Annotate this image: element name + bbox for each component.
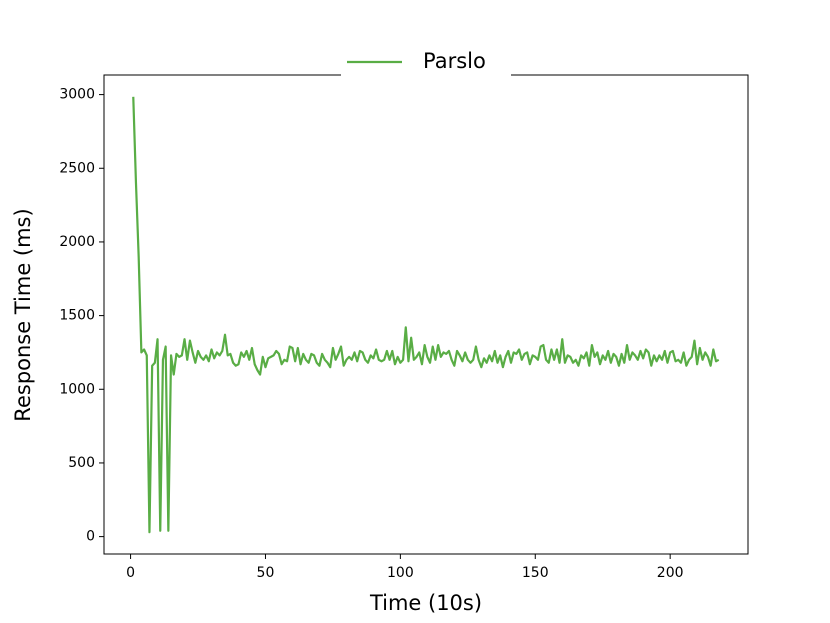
y-tick-label: 1500	[59, 308, 95, 324]
x-tick-label: 0	[126, 565, 135, 581]
y-tick-label: 0	[86, 529, 95, 545]
x-tick-label: 100	[387, 565, 414, 581]
y-tick-label: 2000	[59, 234, 95, 250]
x-tick-label: 200	[657, 565, 684, 581]
x-tick-label: 150	[522, 565, 549, 581]
line	[132, 96, 720, 534]
plot-frame	[103, 74, 749, 555]
y-tick-label: 2500	[59, 160, 95, 176]
y-tick-label: 500	[68, 455, 95, 471]
y-axis-label: Response Time (ms)	[11, 208, 35, 421]
y-tick-label: 1000	[59, 381, 95, 397]
x-axis-label: Time (10s)	[369, 591, 482, 615]
y-tick-label: 3000	[59, 87, 95, 103]
x-tick-label: 50	[257, 565, 275, 581]
legend-label: Parslo	[423, 49, 486, 73]
